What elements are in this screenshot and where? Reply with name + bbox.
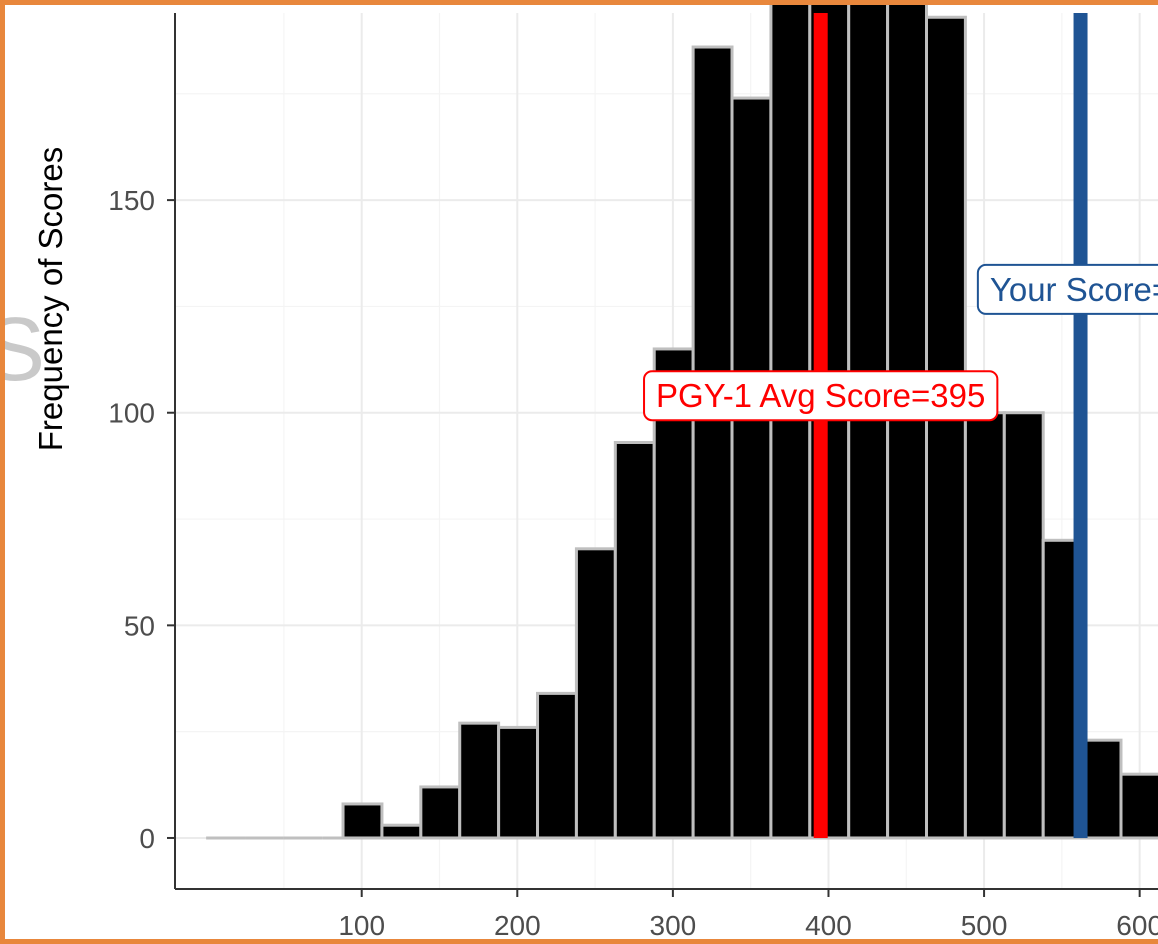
- y-axis-label: Frequency of Scores: [32, 146, 69, 452]
- histogram-bar: [1002, 411, 1045, 840]
- y-tick-label: 50: [124, 610, 155, 641]
- y-tick-label: 100: [108, 398, 155, 429]
- reference-label-text: Your Score=: [990, 271, 1158, 308]
- histogram-bar: [1119, 772, 1158, 840]
- histogram-bar: [691, 45, 734, 840]
- axes: [167, 13, 1158, 897]
- histogram-bar: [963, 411, 1006, 840]
- x-tick-label: 400: [805, 910, 852, 941]
- histogram-bar: [458, 721, 501, 840]
- reference-label-text: PGY-1 Avg Score=395: [656, 377, 985, 414]
- reference-label-box: [643, 370, 999, 422]
- histogram-bar: [847, 5, 890, 840]
- histogram-bar: [925, 15, 967, 840]
- reference-label: PGY-1 Avg Score=395: [643, 370, 999, 422]
- x-tick-label: 500: [961, 910, 1008, 941]
- histogram-bar: [886, 5, 929, 840]
- x-tick-label: 100: [338, 910, 385, 941]
- histogram-bar: [380, 823, 423, 840]
- y-tick-label: 150: [108, 185, 155, 216]
- x-tick-label: 300: [650, 910, 697, 941]
- histogram-bar: [419, 785, 462, 840]
- histogram-bars: [206, 5, 1158, 840]
- reference-lines: [813, 13, 1088, 838]
- reference-label-box: [976, 263, 1158, 315]
- histogram-bar: [497, 725, 540, 840]
- reference-labels: PGY-1 Avg Score=395 Your Score=: [643, 263, 1158, 422]
- histogram-bar: [341, 802, 384, 840]
- histogram-bar: [613, 440, 656, 840]
- histogram-bar: [652, 347, 695, 840]
- y-tick-label: 0: [139, 823, 155, 854]
- histogram-bar: [730, 96, 773, 840]
- histogram-bar: [574, 547, 617, 840]
- histogram-bar: [1080, 738, 1123, 840]
- x-tick-label: 200: [494, 910, 541, 941]
- histogram-bar: [769, 5, 812, 840]
- histogram-chart: 100 200 300 400 500 600 0 50 100 150 PGY-1 Avg Sc…: [108, 5, 1158, 941]
- cropped-text-fragment: S: [5, 305, 45, 395]
- histogram-bar: [536, 691, 578, 840]
- x-tick-label: 600: [1116, 910, 1158, 941]
- tick-labels: 100 200 300 400 500 600 0 50 100 150: [108, 185, 1158, 941]
- y-axis-label-container: Frequency of Scores: [25, 99, 77, 499]
- reference-label: Your Score=: [976, 263, 1158, 315]
